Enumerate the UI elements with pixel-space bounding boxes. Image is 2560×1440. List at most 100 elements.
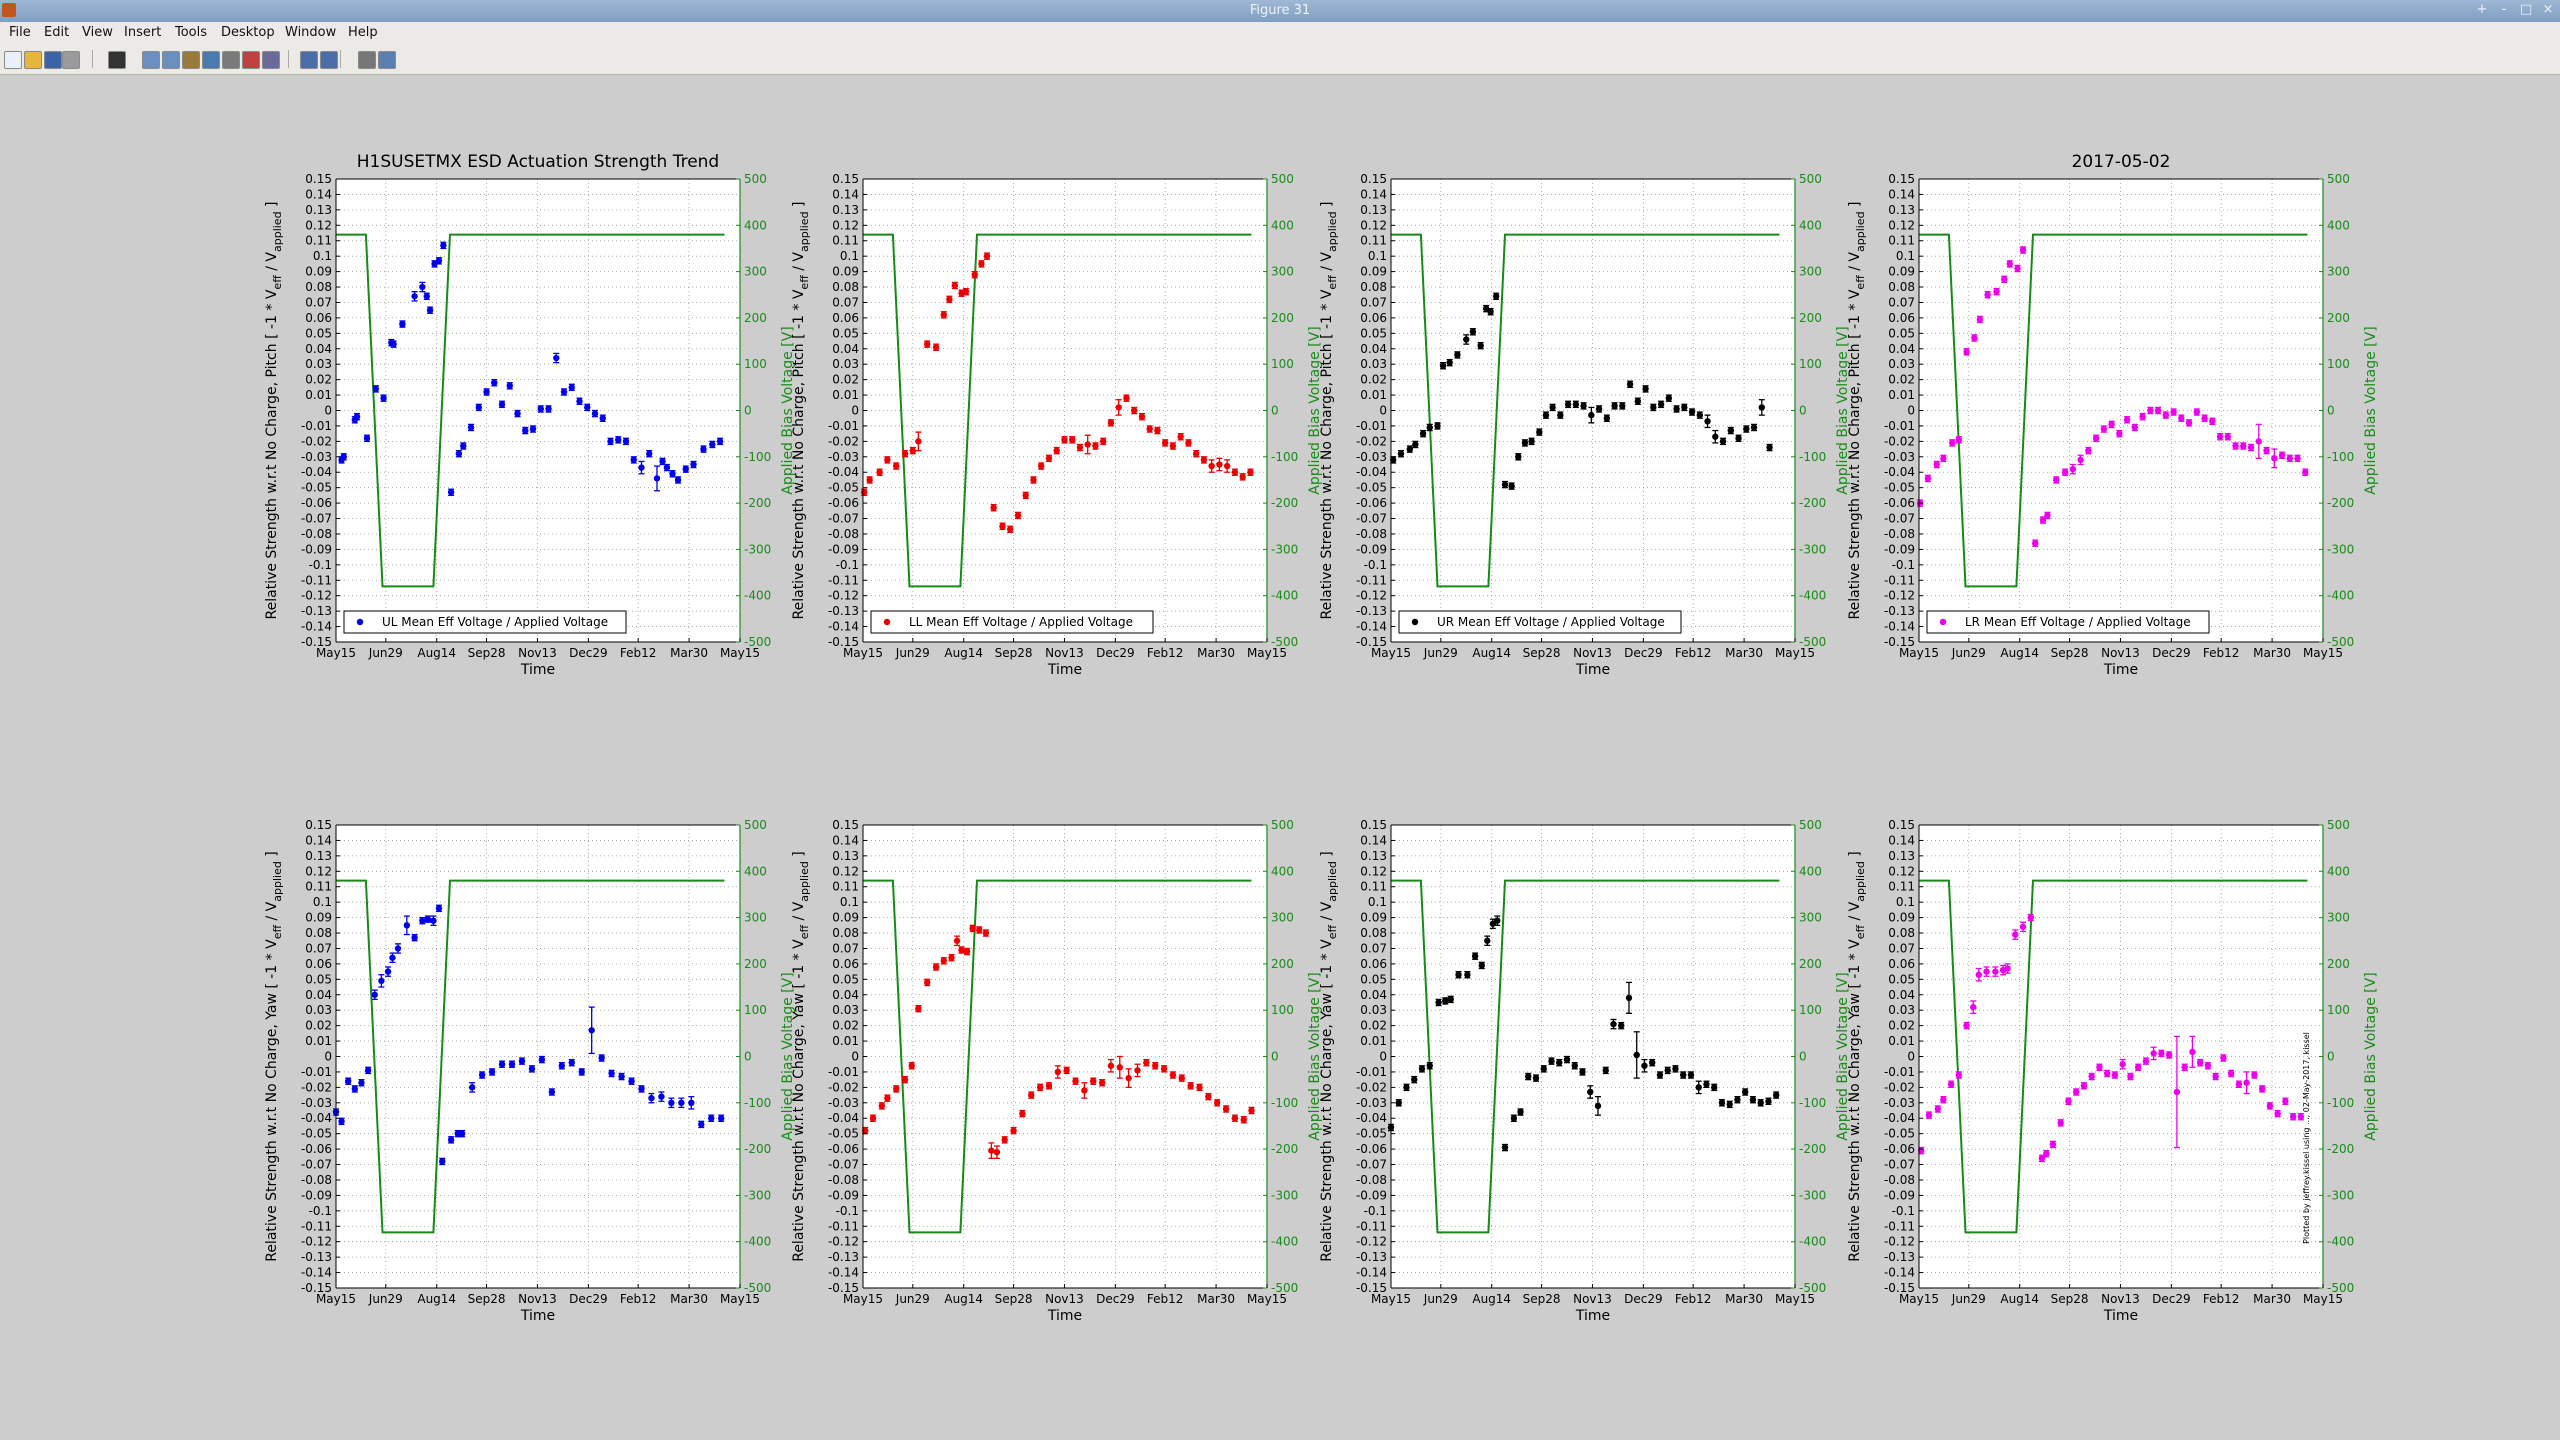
new-figure-icon[interactable] [4, 51, 22, 69]
y-tick-label: -0.07 [301, 1158, 332, 1172]
zoom-out-icon[interactable] [162, 51, 180, 69]
y-tick-label: -0.02 [301, 434, 332, 448]
data-point [1216, 461, 1223, 468]
data-point [2092, 435, 2100, 442]
data-point [488, 1068, 496, 1076]
data-point [1508, 482, 1515, 490]
link-plot-icon[interactable] [262, 51, 280, 69]
y-tick-label: -0.04 [1356, 465, 1387, 479]
data-point [1403, 1084, 1410, 1091]
data-point [1992, 968, 1999, 975]
y-tick-label: 0.08 [1360, 926, 1387, 940]
y2-tick-label: 300 [744, 911, 767, 925]
x-axis-label: Time [520, 1308, 555, 1324]
data-point [2258, 1085, 2266, 1093]
save-figure-icon[interactable] [44, 51, 62, 69]
print-figure-icon[interactable] [62, 51, 80, 69]
data-point [2165, 1051, 2173, 1059]
hide-plot-tools-icon[interactable] [358, 51, 376, 69]
pan-hand-icon[interactable] [182, 51, 200, 69]
x-tick-label: Feb12 [620, 646, 657, 660]
y-tick-label: -0.01 [828, 419, 859, 433]
menu-edit[interactable]: Edit [44, 25, 70, 40]
data-point [2289, 1113, 2297, 1120]
window-title: Figure 31 [1249, 3, 1311, 18]
open-file-icon[interactable] [24, 51, 42, 69]
data-point [2116, 430, 2123, 437]
zoom-in-icon[interactable] [142, 51, 160, 69]
data-point [1766, 444, 1773, 451]
data-point [1703, 1081, 1710, 1088]
menu-file[interactable]: File [9, 25, 31, 40]
menu-insert[interactable]: Insert [124, 25, 162, 40]
rotate-3d-icon[interactable] [202, 51, 220, 69]
menu-window[interactable]: Window [285, 25, 337, 40]
y-tick-label: 0.13 [305, 203, 332, 217]
y-tick-label: -0.14 [1356, 1266, 1387, 1280]
minimize-window-button[interactable]: - [2501, 2, 2507, 17]
data-point [1525, 1073, 1532, 1080]
data-point [988, 1147, 995, 1154]
close-window-button[interactable]: × [2542, 2, 2554, 17]
data-point [1633, 1051, 1640, 1059]
insert-colorbar-icon[interactable] [300, 51, 318, 69]
show-plot-tools-icon[interactable] [378, 51, 396, 69]
y-axis-label-subscript: applied [1854, 861, 1867, 902]
y-tick-label: -0.12 [301, 1235, 332, 1249]
data-point [1735, 435, 1742, 442]
data-point [993, 1148, 1001, 1156]
data-point [1571, 1062, 1578, 1069]
data-cursor-icon[interactable] [222, 51, 240, 69]
y-tick-label: 0.06 [1360, 957, 1387, 971]
data-point [358, 1079, 365, 1086]
y-tick-label: 0 [851, 404, 859, 418]
data-point [1177, 433, 1184, 440]
y-tick-label: 0.15 [305, 172, 332, 186]
data-point [698, 1121, 705, 1128]
y-axis-label-part: / V [1319, 901, 1335, 925]
menu-help[interactable]: Help [348, 25, 378, 40]
y2-tick-label: -500 [1271, 635, 1298, 649]
y-tick-label: 0.01 [832, 388, 859, 402]
y2-tick-label: 300 [1271, 265, 1294, 279]
insert-legend-icon[interactable] [320, 51, 338, 69]
data-point [411, 293, 418, 300]
data-point [946, 296, 953, 303]
maximize-window-button[interactable]: □ [2520, 2, 2533, 17]
x-tick-label: May15 [2303, 646, 2343, 660]
menu-view[interactable]: View [82, 25, 113, 40]
brush-icon[interactable] [242, 51, 260, 69]
y-axis-label-part: ] [264, 851, 280, 861]
menu-desktop[interactable]: Desktop [221, 25, 275, 40]
bias-voltage-line [1919, 233, 2308, 588]
data-point [1426, 424, 1433, 431]
y2-tick-label: 400 [744, 864, 767, 878]
data-point [908, 1062, 915, 1069]
y-tick-label: -0.08 [301, 1173, 332, 1187]
data-point [1007, 526, 1014, 533]
legend-entry: LL Mean Eff Voltage / Applied Voltage [909, 615, 1133, 629]
y-tick-label: 0.06 [305, 957, 332, 971]
data-point [2251, 1071, 2258, 1079]
data-point [364, 1067, 372, 1074]
data-point [2001, 276, 2008, 283]
y-tick-label: 0.15 [832, 172, 859, 186]
menu-tools[interactable]: Tools [175, 25, 208, 40]
data-point [1673, 405, 1680, 413]
y-tick-label: -0.06 [301, 1142, 332, 1156]
data-point [2006, 260, 2013, 268]
y-tick-label: 0.13 [1888, 203, 1915, 217]
y-tick-label: 0.02 [1888, 373, 1915, 387]
data-point [1019, 1110, 1026, 1117]
data-point [399, 320, 406, 328]
edit-plot-arrow-icon[interactable] [108, 51, 126, 69]
data-point [1984, 291, 1991, 298]
data-point [2039, 516, 2047, 524]
data-point [1934, 1105, 1942, 1113]
data-point [1983, 968, 1990, 975]
pin-window-button[interactable]: + [2476, 2, 2488, 17]
data-point [1515, 453, 1522, 460]
y2-tick-label: -300 [1271, 542, 1298, 556]
y-tick-label: 0.11 [1360, 880, 1387, 894]
data-point [1947, 1081, 1955, 1088]
